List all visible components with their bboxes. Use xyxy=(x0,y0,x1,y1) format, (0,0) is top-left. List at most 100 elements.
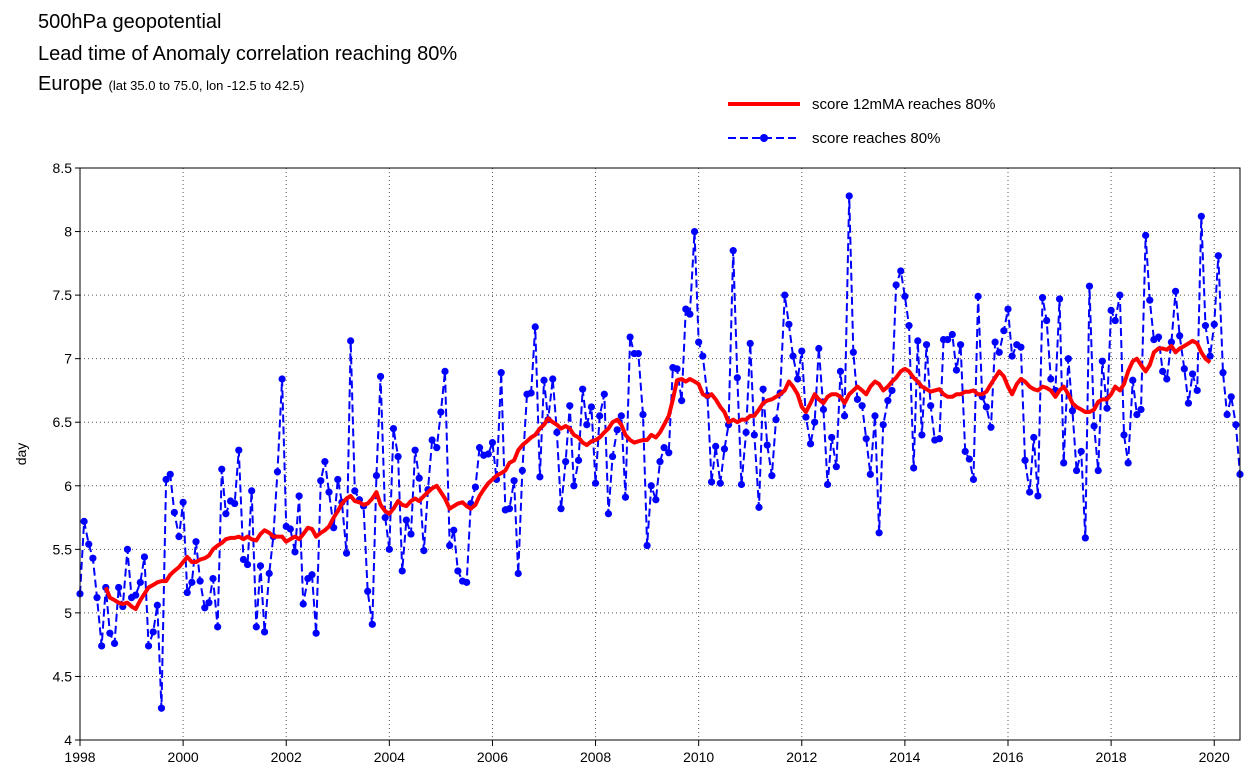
region-note: (lat 35.0 to 75.0, lon -12.5 to 42.5) xyxy=(109,78,305,93)
data-point xyxy=(1090,422,1098,430)
data-point xyxy=(772,416,780,424)
data-point xyxy=(518,466,526,475)
data-point xyxy=(828,433,836,442)
data-point xyxy=(243,560,252,569)
data-point xyxy=(652,496,660,504)
data-point xyxy=(707,478,716,486)
data-point xyxy=(1000,327,1008,335)
data-point xyxy=(231,499,239,508)
data-point xyxy=(214,623,222,631)
data-point xyxy=(265,569,273,578)
data-point xyxy=(901,292,909,300)
data-point xyxy=(596,412,604,420)
data-point xyxy=(1060,459,1068,467)
data-point xyxy=(871,412,879,420)
data-point xyxy=(218,465,226,473)
data-point xyxy=(256,562,265,570)
data-point xyxy=(729,247,737,255)
x-tick-label: 2016 xyxy=(992,749,1023,765)
data-point xyxy=(446,541,454,550)
series-line xyxy=(79,194,1241,710)
data-point xyxy=(944,336,952,344)
data-point xyxy=(643,541,651,550)
data-point xyxy=(1120,431,1128,439)
data-point xyxy=(1137,405,1145,414)
data-point xyxy=(308,571,316,579)
data-point xyxy=(144,642,153,650)
data-point xyxy=(278,375,286,383)
data-point xyxy=(1085,282,1094,290)
data-point xyxy=(385,545,393,553)
data-point xyxy=(1004,305,1012,313)
data-point xyxy=(183,588,191,597)
data-point xyxy=(952,366,961,374)
grid xyxy=(79,167,1240,741)
x-tick-label: 2018 xyxy=(1096,749,1127,765)
data-point xyxy=(832,463,840,471)
data-point xyxy=(678,397,686,405)
data-point xyxy=(566,402,574,410)
y-tick-label: 6.5 xyxy=(53,414,73,430)
data-point xyxy=(1129,376,1137,384)
data-point xyxy=(875,529,883,537)
data-point xyxy=(235,446,243,454)
data-point xyxy=(806,440,815,448)
chart-subtitle: Lead time of Anomaly correlation reachin… xyxy=(38,43,457,65)
data-point xyxy=(866,470,874,478)
data-point xyxy=(1176,332,1184,340)
data-point xyxy=(471,483,480,491)
data-point xyxy=(170,508,178,517)
data-point xyxy=(188,578,196,586)
data-point xyxy=(321,458,329,466)
data-point xyxy=(372,472,381,480)
data-point xyxy=(1017,343,1025,351)
data-point xyxy=(433,444,441,452)
data-point xyxy=(1021,456,1029,464)
data-point xyxy=(819,405,828,414)
data-point xyxy=(428,436,436,444)
y-tick-label: 4.5 xyxy=(53,668,73,684)
data-point xyxy=(849,348,857,356)
x-tick-label: 2006 xyxy=(477,749,508,765)
y-tick-label: 6 xyxy=(64,478,72,494)
y-tick-label: 5 xyxy=(64,605,72,621)
data-point xyxy=(407,530,415,538)
data-point xyxy=(192,538,200,546)
data-point xyxy=(1180,365,1188,373)
data-point xyxy=(239,555,248,564)
data-point xyxy=(450,526,458,534)
data-point xyxy=(123,545,132,553)
data-point xyxy=(441,367,449,375)
data-point xyxy=(1210,320,1218,328)
data-point xyxy=(85,540,93,548)
data-point xyxy=(840,412,849,420)
data-point xyxy=(166,470,174,478)
data-point xyxy=(1116,291,1124,299)
data-point xyxy=(583,421,591,429)
data-point xyxy=(1064,355,1072,363)
data-point xyxy=(376,372,385,381)
data-point xyxy=(969,475,978,484)
data-point xyxy=(162,475,170,484)
data-point xyxy=(768,472,776,480)
data-point xyxy=(888,386,896,395)
data-point xyxy=(1201,322,1210,330)
data-point xyxy=(918,431,926,439)
data-point xyxy=(1197,212,1205,220)
x-tick-label: 2012 xyxy=(786,749,817,765)
data-point xyxy=(389,424,398,433)
data-point xyxy=(299,600,307,608)
data-point xyxy=(510,477,518,485)
data-point xyxy=(514,569,522,578)
data-point xyxy=(781,291,789,299)
data-point xyxy=(291,548,299,556)
y-tick-label: 7 xyxy=(64,351,72,367)
data-point xyxy=(794,375,802,383)
data-point xyxy=(364,587,372,595)
data-point xyxy=(608,452,617,461)
data-point xyxy=(1124,459,1132,467)
y-tick-label: 4 xyxy=(64,732,72,748)
series-line xyxy=(103,338,1212,612)
data-point xyxy=(286,525,294,533)
data-point xyxy=(1081,534,1089,542)
